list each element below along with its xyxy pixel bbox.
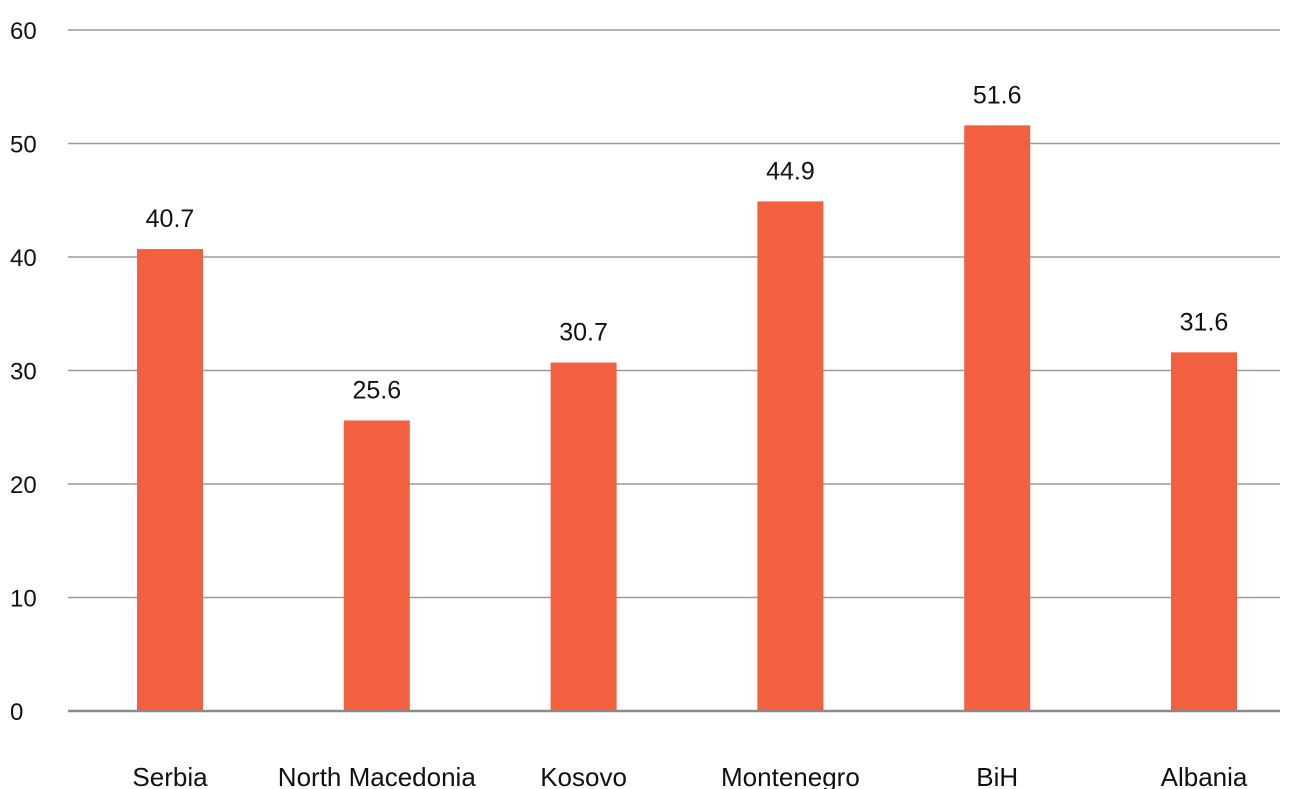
category-label: Serbia: [132, 762, 208, 789]
x-axis-categories: Serbia North Macedonia Kosovo Montenegro BiH…: [132, 762, 1247, 789]
bar: [757, 201, 824, 711]
data-label: 40.7: [146, 205, 195, 233]
bars: [137, 125, 1237, 712]
bar: [343, 420, 410, 711]
data-label: 30.7: [559, 319, 608, 347]
data-label: 44.9: [766, 157, 815, 185]
y-tick-label: 10: [10, 586, 37, 613]
y-tick-label: 30: [10, 359, 37, 386]
category-label: Kosovo: [540, 762, 627, 789]
data-label: 51.6: [973, 81, 1022, 109]
category-label: Albania: [1161, 762, 1248, 789]
y-tick-label: 50: [10, 132, 37, 159]
data-label: 25.6: [352, 376, 401, 404]
y-tick-label: 20: [10, 472, 37, 499]
bar: [550, 362, 617, 711]
category-label: BiH: [976, 762, 1018, 789]
y-tick-label: 0: [10, 699, 23, 726]
gridlines: [68, 29, 1280, 599]
category-label: North Macedonia: [278, 762, 477, 789]
category-label: Montenegro: [721, 762, 860, 789]
bar: [964, 125, 1031, 712]
bar: [1171, 352, 1237, 711]
y-axis-ticks: 0 10 20 30 40 50 60: [10, 18, 37, 726]
data-labels: 40.7 25.6 30.7 44.9 51.6 31.6: [146, 81, 1229, 404]
data-label: 31.6: [1180, 308, 1229, 336]
y-tick-label: 60: [10, 18, 37, 45]
bar: [137, 249, 203, 711]
y-tick-label: 40: [10, 245, 37, 272]
